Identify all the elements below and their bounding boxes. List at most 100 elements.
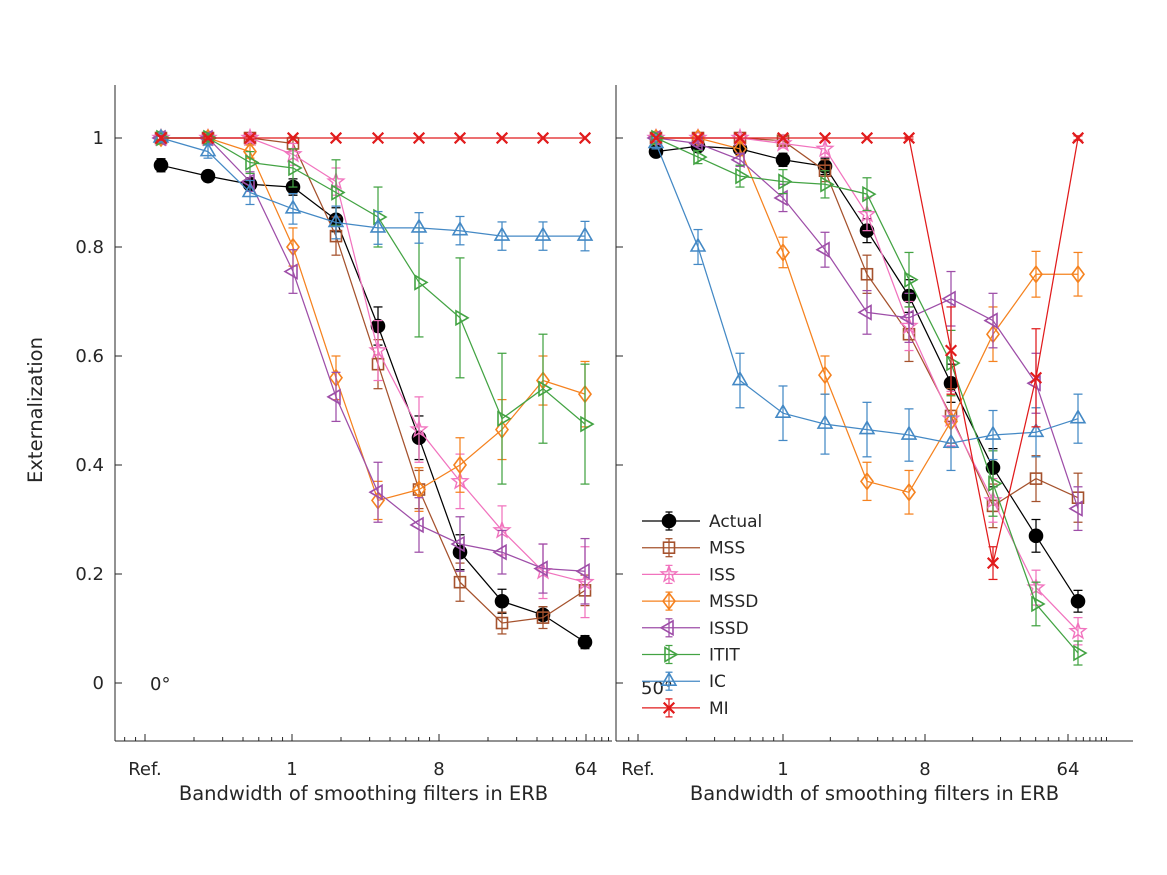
data-point-marker — [199, 142, 217, 157]
data-point-marker — [904, 271, 919, 289]
data-point-marker — [1071, 264, 1085, 284]
series-line — [655, 137, 1079, 654]
data-point-marker — [1028, 528, 1044, 544]
y-tick-label: 0.2 — [75, 564, 104, 585]
data-point-marker — [1070, 593, 1086, 609]
data-point-marker — [577, 634, 593, 650]
data-point-marker — [414, 274, 429, 291]
data-point-marker — [154, 131, 168, 145]
data-point-marker — [774, 403, 792, 419]
data-point-marker — [575, 562, 590, 580]
series-line — [656, 137, 1078, 494]
data-point-marker — [1068, 620, 1088, 640]
data-point-marker — [857, 304, 872, 321]
data-point-marker — [536, 131, 550, 145]
data-point-marker — [900, 425, 918, 440]
legend-item-actual: Actual — [642, 511, 762, 532]
data-point-marker — [536, 611, 550, 624]
legend-label: IC — [709, 672, 726, 692]
data-point-marker — [941, 290, 956, 308]
data-point-marker — [731, 370, 749, 386]
data-point-marker — [494, 593, 510, 609]
data-point-marker — [580, 415, 595, 433]
data-point-marker — [778, 173, 793, 190]
data-point-marker — [776, 131, 790, 145]
data-point-marker — [455, 309, 470, 327]
panel-label-0: 0° — [150, 674, 170, 695]
data-point-marker — [201, 131, 215, 145]
data-point-marker — [818, 365, 832, 385]
data-point-marker — [662, 541, 676, 555]
data-point-marker — [860, 267, 874, 281]
legend-label: ISS — [709, 565, 736, 585]
data-point-marker — [693, 148, 708, 166]
legend-label: Actual — [709, 512, 762, 532]
y-axis-label: Externalization — [24, 337, 47, 483]
x-tick-label: 1 — [286, 759, 297, 780]
legend-label: MSSD — [709, 592, 758, 612]
data-point-marker — [245, 154, 260, 171]
y-tick-label: 0 — [93, 673, 104, 694]
data-point-marker — [200, 168, 216, 184]
series-itit-panel-1 — [651, 129, 1088, 666]
data-point-marker — [1031, 595, 1046, 613]
data-point-marker — [240, 127, 260, 147]
data-point-marker — [241, 182, 259, 198]
data-point-marker — [733, 131, 747, 145]
data-point-marker — [450, 535, 465, 553]
legend-item-mi: MI — [642, 698, 729, 719]
data-point-marker — [495, 131, 509, 145]
data-point-marker — [326, 388, 341, 406]
legend: Actual MSS ISS MSSD ISSD ITIT IC MI — [642, 511, 762, 719]
legend-item-ic: IC — [642, 671, 726, 692]
series-line — [655, 143, 1079, 444]
data-point-marker — [984, 425, 1002, 440]
data-point-marker — [1073, 644, 1088, 662]
x-axis-label: Bandwidth of smoothing filters in ERB — [690, 782, 1059, 805]
data-point-marker — [243, 131, 257, 145]
data-point-marker — [858, 419, 876, 435]
data-point-marker — [1068, 500, 1083, 517]
data-point-marker — [495, 616, 509, 630]
x-tick-label: 64 — [1057, 759, 1080, 780]
data-point-marker — [1029, 371, 1043, 384]
data-point-marker — [451, 221, 469, 236]
series-line — [161, 137, 586, 572]
data-point-marker — [988, 475, 1003, 492]
data-point-marker — [286, 131, 300, 145]
data-point-marker — [983, 312, 998, 329]
data-point-marker — [329, 131, 343, 145]
data-point-marker — [534, 226, 552, 241]
series-ic-panel-1 — [647, 133, 1087, 472]
x-tick-label: 1 — [777, 759, 788, 780]
data-point-marker — [409, 516, 424, 534]
legend-label: ITIT — [709, 646, 740, 666]
data-point-marker — [660, 671, 678, 686]
data-point-marker — [659, 564, 679, 583]
data-point-marker — [497, 410, 512, 427]
data-point-marker — [816, 414, 834, 429]
data-point-marker — [578, 131, 592, 145]
legend-item-mss: MSS — [642, 538, 745, 559]
data-point-marker — [730, 151, 745, 169]
data-point-marker — [662, 591, 676, 611]
data-point-marker — [944, 344, 958, 357]
data-point-marker — [1029, 472, 1043, 485]
data-point-marker — [368, 483, 383, 501]
data-point-marker — [410, 218, 428, 233]
data-point-marker — [493, 226, 511, 241]
data-point-marker — [153, 157, 169, 173]
y-tick-label: 0.4 — [75, 455, 104, 476]
legend-item-itit: ITIT — [642, 644, 740, 666]
data-point-marker — [775, 152, 791, 168]
data-point-marker — [902, 482, 916, 502]
data-point-marker — [902, 131, 916, 145]
data-point-marker — [1029, 264, 1043, 284]
data-point-marker — [815, 138, 835, 158]
data-point-marker — [453, 131, 467, 145]
data-point-marker — [899, 309, 914, 327]
legend-item-iss: ISS — [642, 564, 736, 585]
data-point-marker — [860, 131, 874, 145]
data-point-marker — [453, 575, 467, 589]
